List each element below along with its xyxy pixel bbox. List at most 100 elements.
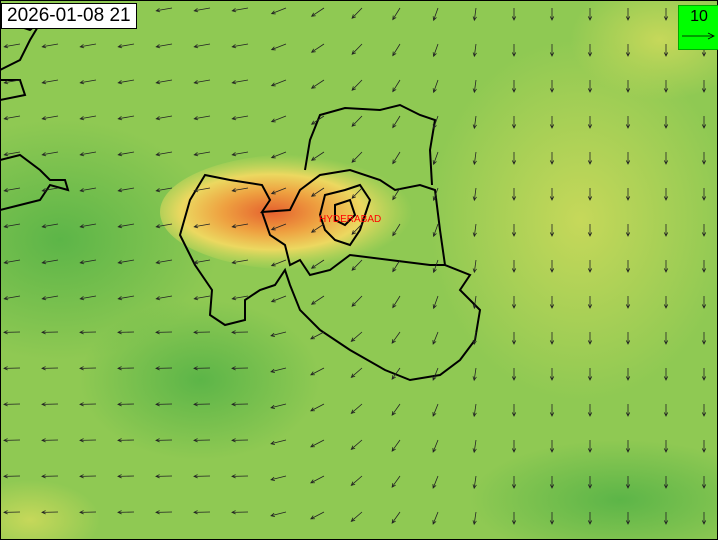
wind-arrow-icon: [663, 8, 669, 21]
wind-arrow-icon: [392, 43, 401, 57]
wind-arrow-icon: [310, 223, 325, 233]
wind-arrow-icon: [3, 402, 21, 407]
wind-arrow-icon: [231, 151, 249, 157]
wind-arrow-icon: [511, 476, 517, 489]
wind-arrow-icon: [701, 116, 707, 129]
wind-arrow-icon: [549, 44, 555, 57]
wind-arrow-icon: [193, 474, 211, 479]
wind-arrow-icon: [310, 43, 325, 53]
wind-arrow-icon: [432, 115, 439, 130]
wind-arrow-icon: [663, 368, 669, 381]
wind-arrow-icon: [432, 151, 439, 166]
field-green-south: [80, 300, 320, 460]
wind-arrow-icon: [663, 332, 669, 345]
wind-arrow-icon: [511, 368, 517, 381]
wind-arrow-icon: [270, 439, 287, 445]
wind-arrow-icon: [587, 224, 593, 237]
wind-arrow-icon: [392, 259, 401, 273]
wind-arrow-icon: [587, 404, 593, 417]
wind-arrow-icon: [79, 259, 97, 265]
wind-arrow-icon: [193, 510, 211, 515]
wind-arrow-icon: [472, 79, 477, 94]
wind-arrow-icon: [310, 403, 325, 412]
wind-arrow-icon: [3, 115, 21, 121]
wind-arrow-icon: [432, 259, 439, 274]
wind-arrow-icon: [587, 512, 593, 525]
wind-arrow-icon: [511, 512, 517, 525]
wind-arrow-icon: [3, 438, 21, 443]
wind-arrow-icon: [231, 43, 249, 49]
wind-arrow-icon: [587, 116, 593, 129]
wind-arrow-icon: [79, 295, 97, 301]
wind-arrow-icon: [391, 331, 401, 344]
wind-arrow-icon: [270, 43, 287, 51]
wind-arrow-icon: [270, 151, 287, 159]
wind-arrow-icon: [701, 296, 707, 309]
wind-arrow-icon: [231, 115, 249, 121]
wind-arrow-icon: [350, 439, 363, 450]
wind-arrow-icon: [511, 440, 517, 453]
wind-arrow-icon: [587, 44, 593, 57]
wind-arrow-icon: [41, 474, 59, 479]
wind-arrow-icon: [511, 296, 517, 309]
wind-arrow-icon: [587, 260, 593, 273]
wind-arrow-icon: [41, 79, 59, 85]
wind-arrow-icon: [3, 187, 21, 193]
wind-arrow-icon: [231, 223, 249, 229]
field-yellow-sw: [0, 480, 100, 540]
wind-arrow-icon: [472, 187, 477, 202]
wind-arrow-icon: [41, 510, 59, 515]
wind-arrow-icon: [155, 474, 173, 479]
wind-arrow-icon: [472, 115, 477, 130]
wind-arrow-icon: [351, 259, 363, 271]
wind-arrow-icon: [79, 510, 97, 515]
wind-arrow-icon: [472, 331, 477, 346]
wind-arrow-icon: [117, 223, 135, 229]
wind-arrow-icon: [549, 152, 555, 165]
wind-arrow-icon: [41, 330, 59, 335]
legend-value: 10: [690, 8, 708, 25]
wind-arrow-icon: [663, 188, 669, 201]
wind-arrow-icon: [549, 80, 555, 93]
wind-arrow-icon: [231, 402, 249, 407]
wind-arrow-icon: [663, 152, 669, 165]
wind-arrow-icon: [193, 259, 211, 265]
wind-arrow-icon: [549, 440, 555, 453]
wind-arrow-icon: [472, 43, 477, 58]
wind-arrow-icon: [155, 438, 173, 443]
wind-arrow-icon: [350, 367, 363, 378]
wind-arrow-icon: [432, 295, 439, 310]
wind-arrow-icon: [155, 259, 173, 265]
wind-arrow-icon: [117, 295, 135, 301]
wind-arrow-icon: [392, 79, 401, 93]
wind-arrow-icon: [625, 368, 631, 381]
wind-arrow-icon: [472, 151, 477, 166]
wind-arrow-icon: [587, 368, 593, 381]
wind-arrow-icon: [310, 511, 325, 520]
wind-arrow-icon: [3, 330, 21, 335]
wind-arrow-icon: [79, 474, 97, 479]
wind-arrow-icon: [3, 223, 21, 229]
wind-arrow-icon: [79, 115, 97, 121]
wind-arrow-icon: [472, 259, 477, 274]
wind-arrow-icon: [549, 116, 555, 129]
wind-arrow-icon: [270, 367, 287, 373]
wind-arrow-icon: [587, 80, 593, 93]
wind-arrow-icon: [79, 79, 97, 85]
wind-arrow-icon: [351, 295, 363, 307]
wind-arrow-icon: [663, 404, 669, 417]
wind-arrow-icon: [310, 79, 325, 89]
wind-arrow-icon: [549, 188, 555, 201]
wind-arrow-icon: [391, 403, 401, 416]
wind-arrow-icon: [270, 223, 287, 231]
wind-arrow-icon: [701, 260, 707, 273]
wind-arrow-icon: [3, 510, 21, 515]
wind-arrow-icon: [270, 403, 287, 409]
wind-arrow-icon: [701, 404, 707, 417]
wind-arrow-icon: [231, 510, 249, 515]
wind-arrow-icon: [3, 151, 21, 157]
wind-arrow-icon: [155, 402, 173, 407]
wind-arrow-icon: [701, 512, 707, 525]
wind-arrow-icon: [193, 187, 211, 193]
wind-arrow-icon: [155, 223, 173, 229]
